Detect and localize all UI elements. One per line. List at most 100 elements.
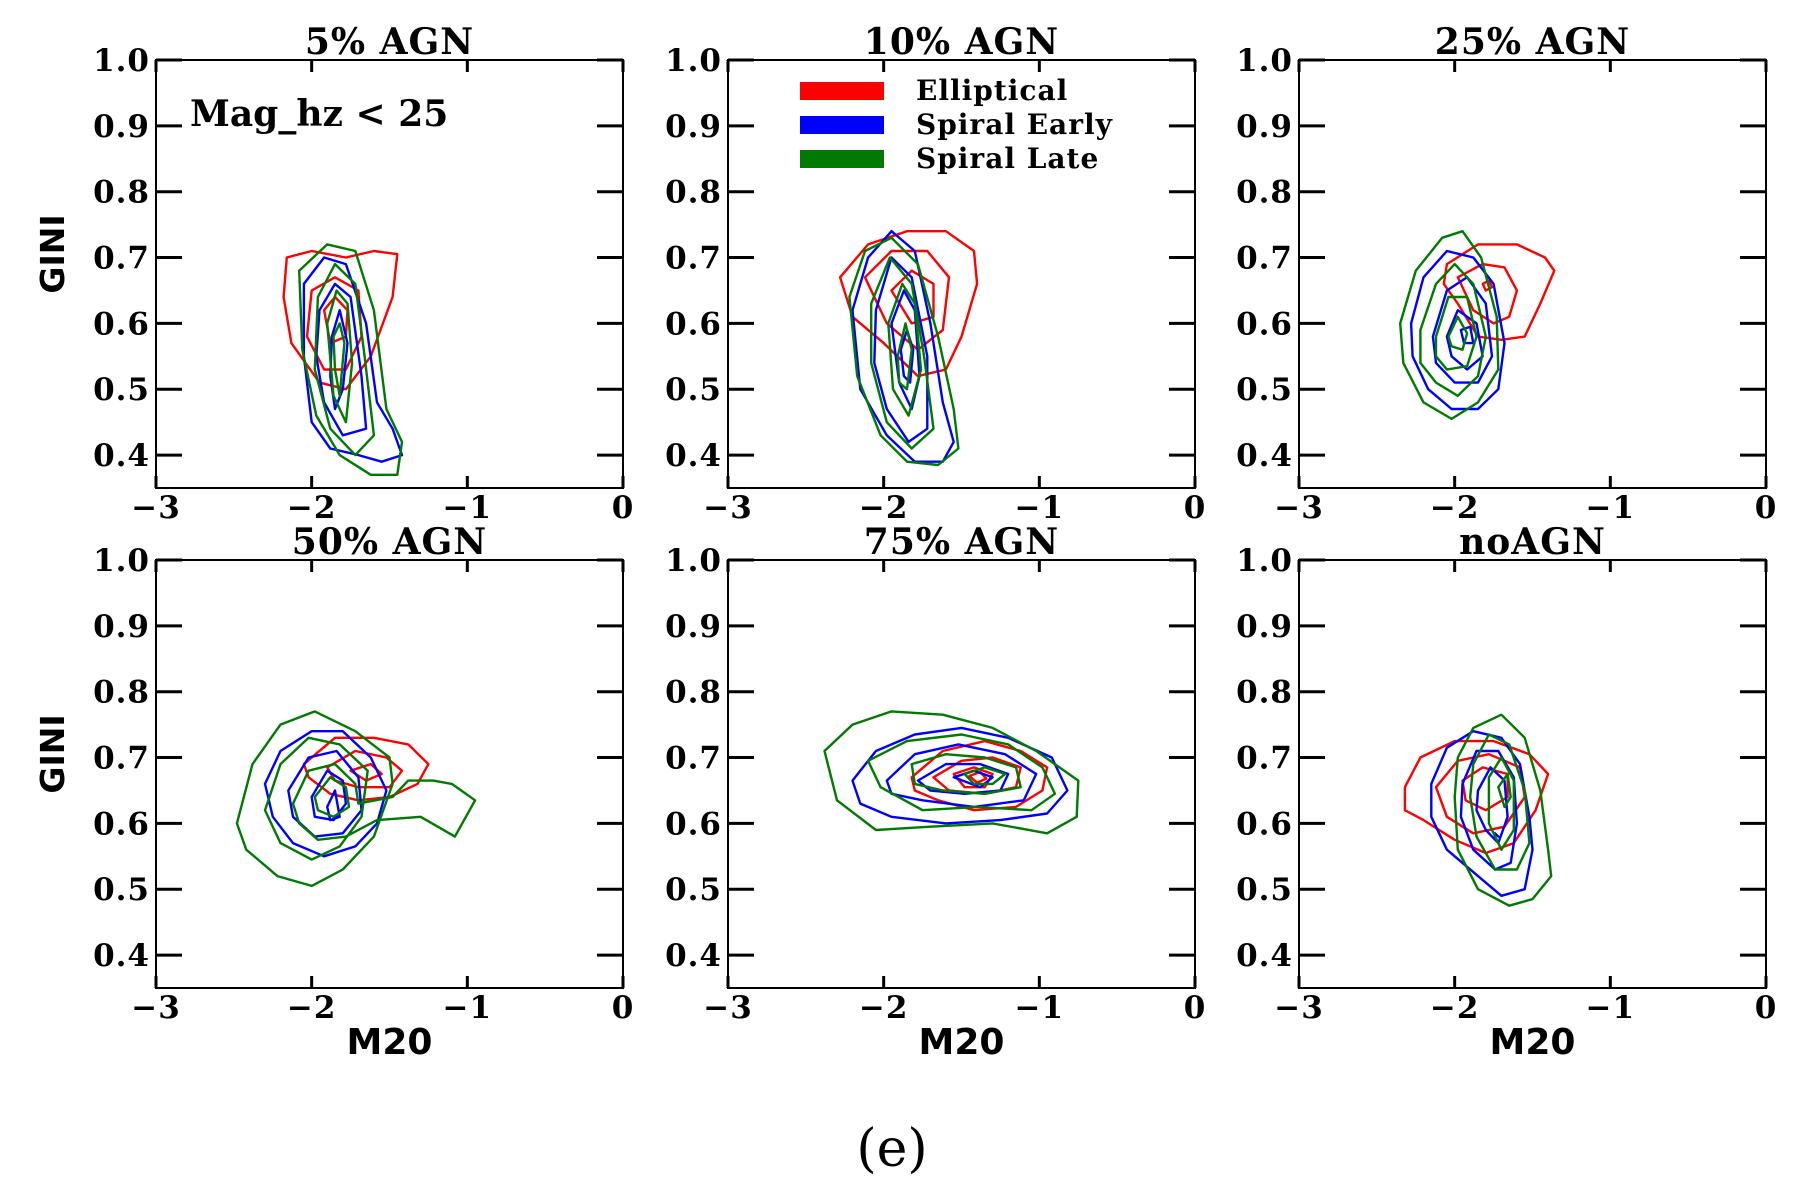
y-tick-label: 0.7: [665, 241, 722, 277]
panel-4-contours: [235, 710, 477, 888]
panel-1-frame: [155, 59, 624, 489]
y-tick-label: 0.5: [1236, 872, 1293, 908]
y-tick-label: 0.8: [665, 175, 722, 211]
contour-spiral-late-level-1: [848, 236, 960, 467]
y-tick-label: 0.7: [1236, 741, 1293, 777]
contour-spiral-late-level-4: [1447, 315, 1469, 351]
contour-spiral-late-level-3: [326, 289, 354, 424]
y-tick-label: 0.5: [93, 872, 150, 908]
contour-spiral-late-level-3: [1487, 756, 1516, 851]
y-tick-label: 0.7: [93, 741, 150, 777]
x-tick-label: 0: [1755, 490, 1778, 526]
magnitude-annotation: Mag_hz < 25: [190, 93, 448, 135]
contour-elliptical-level-1: [838, 229, 979, 378]
x-tick-label: 0: [612, 990, 635, 1026]
legend: Elliptical Spiral Early Spiral Late: [800, 74, 1113, 175]
contour-spiral-early-level-1: [263, 730, 388, 858]
y-tick-label: 0.7: [665, 741, 722, 777]
x-tick-label: −2: [859, 490, 909, 526]
x-tick-label: −2: [1430, 490, 1480, 526]
y-tick-label: 0.9: [665, 109, 722, 145]
contour-spiral-late-level-1: [1453, 713, 1553, 907]
y-tick-label: 0.5: [665, 872, 722, 908]
y-tick-label: 1.0: [93, 43, 150, 79]
contour-spiral-early-level-4: [1493, 832, 1500, 838]
x-tick-label: −1: [1015, 990, 1065, 1026]
contour-spiral-late-level-4: [313, 776, 351, 818]
y-tick-label: 0.4: [665, 438, 722, 474]
contour-spiral-early-level-3: [916, 762, 1010, 795]
panel-6-frame: [1298, 559, 1767, 989]
y-tick-label: 1.0: [1236, 543, 1293, 579]
x-tick-label: 0: [1755, 990, 1778, 1026]
y-tick-label: 0.8: [93, 175, 150, 211]
y-tick-label: 0.7: [1236, 241, 1293, 277]
legend-label-spiral-early: Spiral Early: [916, 108, 1113, 141]
y-tick-label: 1.0: [665, 543, 722, 579]
panel-5-frame: [727, 559, 1196, 989]
contour-spiral-late-level-2: [263, 736, 369, 861]
x-tick-label: 0: [1184, 490, 1207, 526]
y-tick-label: 0.9: [93, 109, 150, 145]
panel-3-frame: [1298, 59, 1767, 489]
x-tick-label: −3: [131, 990, 181, 1026]
contour-spiral-late-level-3: [1434, 295, 1478, 371]
contour-elliptical-level-1: [910, 739, 1049, 812]
x-tick-label: −3: [1274, 990, 1324, 1026]
contour-spiral-late-level-1: [823, 710, 1080, 835]
x-tick-label: −2: [287, 490, 337, 526]
panel-5-xlabel: M20: [919, 1022, 1005, 1063]
panel-5-title: 75% AGN: [864, 521, 1059, 563]
legend-swatch-spiral-late: [800, 150, 884, 168]
x-tick-label: −2: [859, 990, 909, 1026]
panel-4-ylabel: GINI: [33, 714, 72, 793]
x-tick-label: −1: [1586, 990, 1636, 1026]
legend-swatch-spiral-early: [800, 116, 884, 134]
panel-3-contours: [1398, 229, 1556, 421]
panel-5-contours: [823, 710, 1080, 835]
y-tick-label: 0.7: [93, 241, 150, 277]
panel-5: −3 −2 −1 0 1.0 0.9 0.8 0.7 0.6 0.5 0.4 75% AGN M20: [665, 521, 1205, 1063]
y-tick-label: 0.5: [1236, 372, 1293, 408]
contour-spiral-late-level-2: [870, 256, 935, 450]
x-tick-label: 0: [612, 490, 635, 526]
x-tick-label: −2: [1430, 990, 1480, 1026]
contour-elliptical-level-1: [1403, 739, 1550, 855]
contour-spiral-early-level-1: [302, 256, 404, 463]
y-tick-label: 0.9: [93, 609, 150, 645]
panel-1-contours: [282, 243, 404, 476]
y-tick-label: 0.8: [1236, 675, 1293, 711]
y-tick-label: 0.6: [665, 306, 722, 342]
y-tick-label: 1.0: [93, 543, 150, 579]
contour-spiral-late-level-2: [1468, 733, 1531, 871]
contour-spiral-early-level-2: [1431, 276, 1494, 384]
panel-4-frame: [155, 559, 624, 989]
panel-1: −3 −2 −1 0 1.0 0.9 0.8 0.7 0.6 0.5 0.4 5% AGN GINI: [33, 21, 635, 526]
contour-spiral-late-level-1: [1398, 229, 1500, 421]
contour-elliptical-level-3: [1461, 766, 1509, 812]
contour-elliptical-level-1: [282, 249, 399, 391]
panel-2-frame: [727, 59, 1196, 489]
y-tick-label: 0.4: [665, 938, 722, 974]
panels-group: −3 −2 −1 01.00.90.80.70.60.50.45% AGNGINI−3…: [33, 21, 1778, 1063]
x-tick-label: −1: [443, 490, 493, 526]
x-tick-label: −3: [131, 490, 181, 526]
contour-spiral-early-level-1: [851, 726, 1069, 825]
contour-spiral-late-level-1: [235, 710, 394, 888]
contour-elliptical-level-4: [968, 770, 988, 784]
panel-4-title: 50% AGN: [292, 521, 487, 563]
contour-spiral-late-level-4: [1497, 772, 1512, 809]
x-tick-label: −3: [703, 490, 753, 526]
contour-spiral-late-level-2: [313, 262, 376, 457]
panel-3: −3 −2 −1 0 1.0 0.9 0.8 0.7 0.6 0.5 0.4 25% AGN: [1236, 21, 1778, 526]
panel-4-xlabel: M20: [347, 1022, 433, 1063]
contour-spiral-early-level-2: [315, 282, 368, 437]
contour-spiral-late-level-1: [298, 243, 404, 476]
x-tick-label: −1: [1015, 490, 1065, 526]
y-tick-label: 0.6: [1236, 306, 1293, 342]
x-tick-label: −2: [287, 990, 337, 1026]
contour-elliptical-level-2: [305, 276, 363, 371]
y-tick-label: 0.4: [93, 438, 150, 474]
y-tick-label: 0.9: [1236, 609, 1293, 645]
